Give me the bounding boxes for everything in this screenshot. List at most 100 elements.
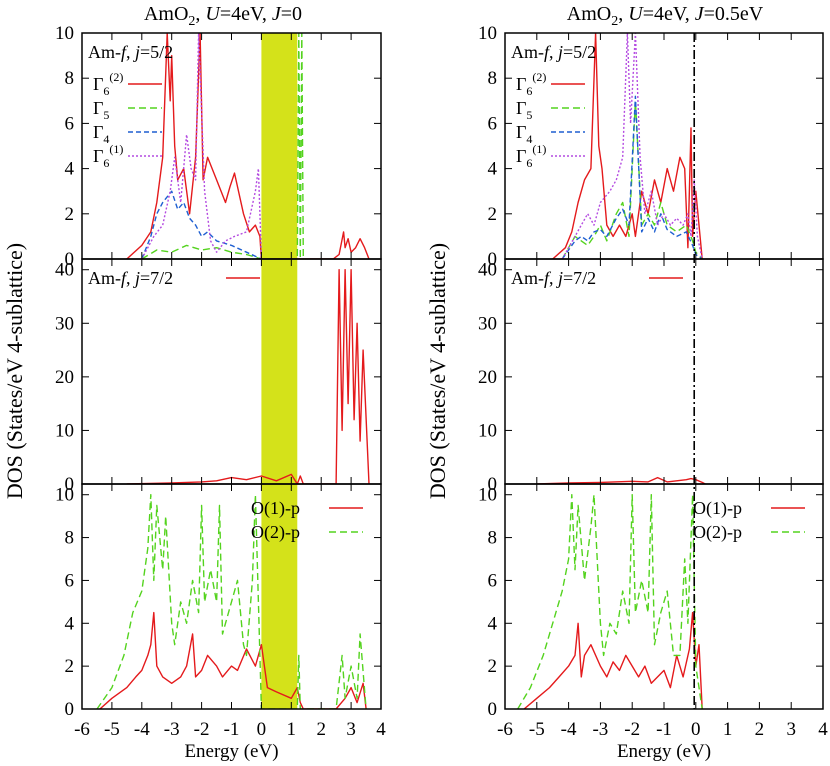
x-tick-label: 4 — [818, 719, 828, 740]
y-tick-label: 2 — [65, 656, 75, 677]
series-line-3-2 — [96, 494, 367, 709]
y-tick-label: 2 — [65, 204, 75, 225]
x-tick-label: -6 — [497, 719, 513, 740]
x-axis-label: Energy (eV) — [184, 741, 278, 762]
y-tick-label: 30 — [478, 313, 497, 334]
y-tick-label: 10 — [55, 485, 74, 506]
y-tick-label: 8 — [65, 528, 75, 549]
legend-entry: Γ5 — [93, 98, 109, 122]
legend-entry: Γ4 — [93, 122, 109, 146]
y-tick-label: 2 — [488, 656, 498, 677]
chart-title: AmO2, U=4eV, J=0 — [144, 3, 302, 29]
panel-frame — [81, 32, 382, 260]
band-gap-shading — [261, 33, 298, 709]
series-line-1-1 — [126, 33, 370, 259]
series-line-3-2 — [517, 494, 703, 709]
y-tick-label: 0 — [65, 249, 75, 270]
series-line-1-3 — [561, 95, 703, 259]
chart-right: AmO2, U=4eV, J=0.5eV DOS (States/eV 4-sub… — [425, 3, 828, 762]
y-tick-label: 6 — [488, 570, 498, 591]
legend-title: Am-f, j=5/2 — [88, 42, 173, 62]
legend-entry: O(1)-p — [251, 498, 300, 519]
y-tick-label: 2 — [488, 204, 498, 225]
chart-left: AmO2, U=4eV, J=0 DOS (States/eV 4-sublatt… — [2, 3, 386, 762]
legend-entry: Γ6(2) — [93, 70, 123, 98]
legend-entry: Γ5 — [516, 98, 532, 122]
y-axis-label: DOS (States/eV 4-sublattice) — [425, 243, 450, 499]
y-tick-label: 6 — [65, 113, 75, 134]
x-tick-label: -5 — [529, 719, 545, 740]
legend-title: Am-f, j=7/2 — [88, 268, 173, 288]
series-line-1-1 — [552, 33, 703, 259]
series-line-1-3 — [141, 190, 262, 259]
y-tick-label: 6 — [65, 570, 75, 591]
y-tick-label: 40 — [478, 260, 497, 281]
y-tick-label: 8 — [488, 528, 498, 549]
x-tick-label: 4 — [376, 719, 386, 740]
panel-2: 0 10 20 30 40 Am-f, j=7/2 — [55, 258, 382, 495]
y-tick-label: 4 — [65, 159, 75, 180]
panel-3: 0 2 4 6 8 10 O(1)-p O(2)-p — [55, 483, 382, 720]
x-tick-label: 3 — [346, 719, 356, 740]
legend-entry: Γ6(2) — [516, 70, 546, 98]
panel-frame — [81, 483, 382, 710]
y-tick-label: 0 — [65, 699, 75, 720]
x-tick-label: -6 — [74, 719, 90, 740]
y-tick-label: 4 — [488, 159, 498, 180]
y-tick-label: 0 — [65, 474, 75, 495]
y-tick-label: 10 — [478, 420, 497, 441]
x-tick-label: -2 — [624, 719, 640, 740]
series-line-2-1 — [126, 269, 370, 484]
series-line-1-2 — [561, 100, 703, 259]
y-tick-label: 0 — [488, 249, 498, 270]
legend-entry: O(2)-p — [251, 522, 300, 543]
y-tick-label: 10 — [55, 23, 74, 44]
legend-title: Am-f, j=5/2 — [511, 42, 596, 62]
x-axis-label: Energy (eV) — [617, 741, 711, 762]
y-tick-label: 20 — [478, 367, 497, 388]
y-tick-label: 8 — [488, 68, 498, 89]
y-tick-label: 4 — [488, 613, 498, 634]
y-tick-label: 30 — [55, 313, 74, 334]
x-tick-label: 0 — [691, 719, 701, 740]
legend-entry: Γ6(1) — [93, 142, 123, 170]
y-tick-label: 4 — [65, 613, 75, 634]
y-tick-label: 0 — [488, 699, 498, 720]
y-tick-label: 10 — [55, 420, 74, 441]
x-tick-label: -3 — [592, 719, 608, 740]
legend-entry: Γ4 — [516, 122, 532, 146]
x-tick-label: 1 — [723, 719, 733, 740]
legend-entry: Γ6(1) — [516, 142, 546, 170]
x-tick-label: 2 — [316, 719, 326, 740]
y-tick-label: 10 — [478, 23, 497, 44]
x-tick-label: -5 — [104, 719, 120, 740]
series-line-1-4 — [141, 33, 263, 259]
series-line-3-1 — [99, 611, 367, 709]
x-tick-label: -4 — [134, 719, 150, 740]
x-tick-label: -1 — [224, 719, 240, 740]
y-tick-label: 0 — [488, 474, 498, 495]
y-tick-label: 10 — [478, 485, 497, 506]
x-tick-label: 1 — [287, 719, 297, 740]
series-line-1-2 — [141, 33, 304, 259]
chart-title: AmO2, U=4eV, J=0.5eV — [567, 3, 764, 29]
legend-entry: O(2)-p — [693, 522, 742, 543]
legend-title: Am-f, j=7/2 — [511, 268, 596, 288]
series-line-1-4 — [561, 33, 703, 259]
x-tick-label: 0 — [257, 719, 267, 740]
series-line-2-1 — [536, 476, 706, 484]
x-tick-label: -3 — [164, 719, 180, 740]
y-tick-label: 8 — [65, 68, 75, 89]
x-tick-label: 2 — [755, 719, 765, 740]
panel-3: 0 2 4 6 8 10 O(1)-p O(2)-p — [478, 483, 824, 720]
y-tick-label: 6 — [488, 113, 498, 134]
x-tick-label: -2 — [194, 719, 210, 740]
legend-entry: O(1)-p — [693, 498, 742, 519]
y-tick-label: 40 — [55, 260, 74, 281]
panel-frame — [504, 32, 824, 260]
x-tick-label: -1 — [656, 719, 672, 740]
panel-frame — [504, 483, 824, 710]
